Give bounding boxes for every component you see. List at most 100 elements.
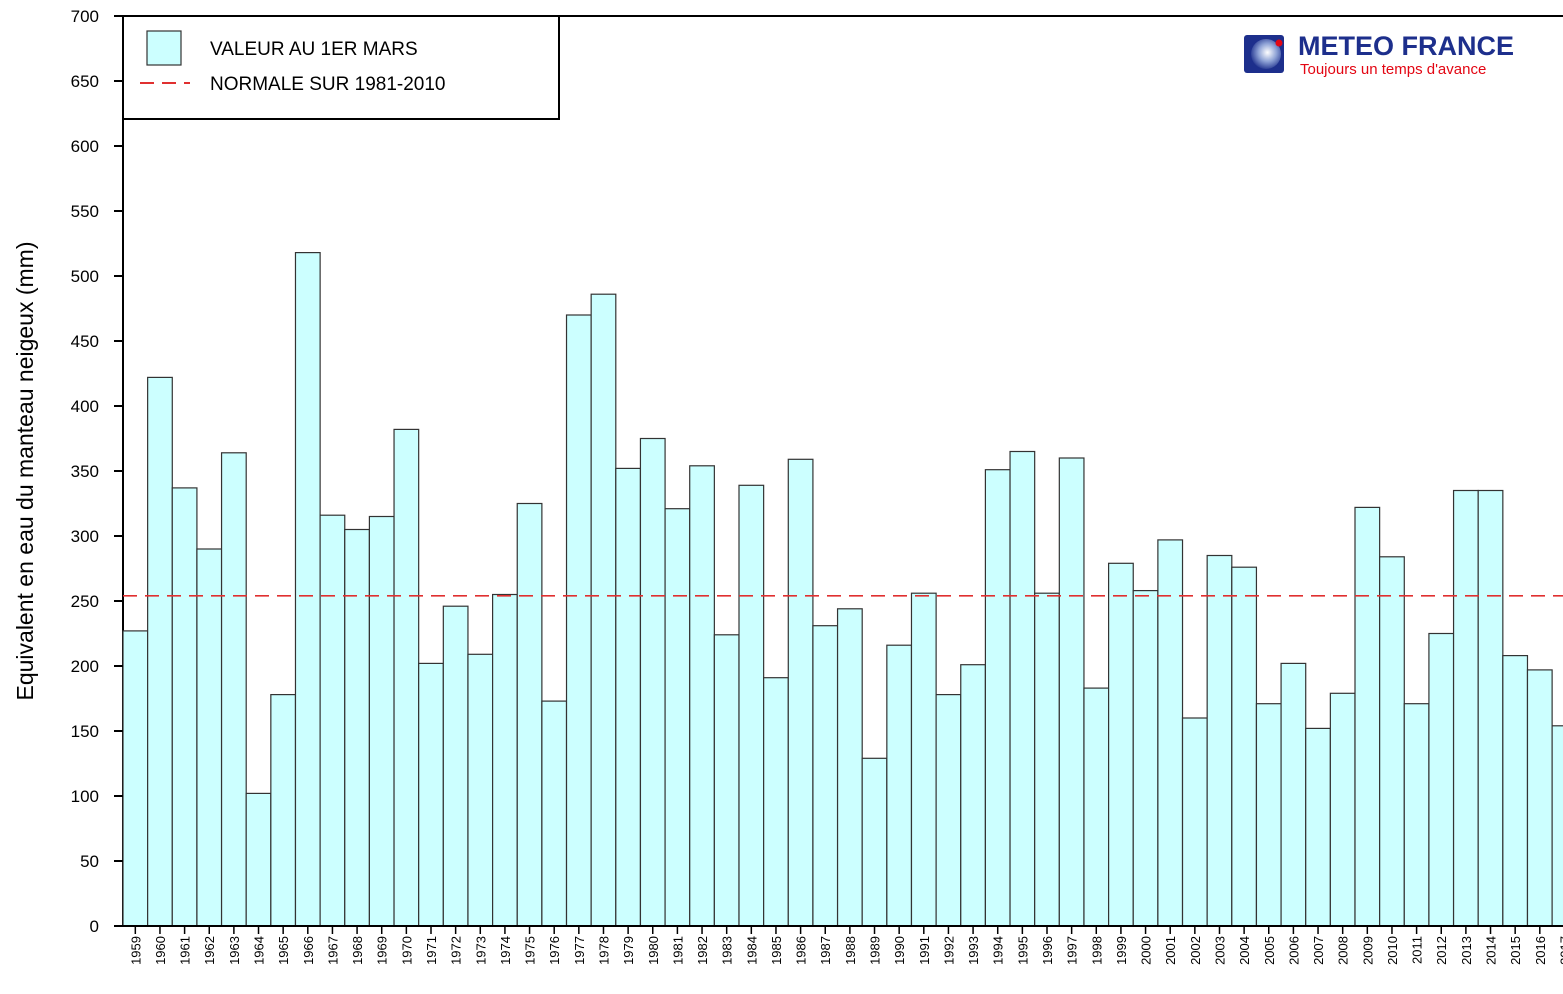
bar-1970 bbox=[393, 428, 420, 927]
bar-1964 bbox=[245, 792, 272, 927]
bar-1968 bbox=[344, 528, 371, 927]
x-tick-label: 2017 bbox=[1557, 936, 1563, 965]
bar-1980 bbox=[639, 437, 666, 927]
bar-1975 bbox=[516, 502, 543, 927]
x-tick-label: 1959 bbox=[128, 936, 143, 965]
x-tick-label: 1984 bbox=[744, 936, 759, 965]
x-tick-label: 1970 bbox=[399, 936, 414, 965]
bar-2012 bbox=[1428, 632, 1455, 927]
x-tick-label: 2001 bbox=[1163, 936, 1178, 965]
x-tick-label: 1989 bbox=[868, 936, 883, 965]
x-tick-label: 1997 bbox=[1065, 936, 1080, 965]
bar-1994 bbox=[984, 469, 1011, 927]
bar-1996 bbox=[1034, 592, 1060, 927]
x-tick-label: 1961 bbox=[178, 936, 193, 965]
x-tick-label: 1967 bbox=[325, 936, 340, 965]
x-tick-label: 2011 bbox=[1410, 936, 1425, 964]
y-tick-label: 100 bbox=[71, 787, 99, 806]
x-tick-label: 1977 bbox=[572, 936, 587, 965]
x-axis-ticks: 1959 1960 1961 1962 1963 1964 1965 1966 1967 1968… bbox=[128, 926, 1563, 965]
bar-1977 bbox=[565, 314, 592, 927]
x-tick-label: 2007 bbox=[1311, 936, 1326, 965]
x-tick-label: 1974 bbox=[498, 936, 513, 965]
bar-1963 bbox=[220, 452, 247, 927]
x-tick-label: 2006 bbox=[1286, 936, 1301, 965]
x-tick-label: 1988 bbox=[843, 936, 858, 965]
legend-bar-swatch bbox=[146, 30, 182, 66]
x-tick-label: 1982 bbox=[695, 936, 710, 965]
bar-2007 bbox=[1305, 727, 1331, 927]
bar-1983 bbox=[713, 634, 740, 927]
bar-1967 bbox=[319, 514, 346, 927]
y-tick-label: 200 bbox=[71, 657, 99, 676]
bar-1984 bbox=[738, 484, 765, 927]
bar-2006 bbox=[1280, 662, 1307, 927]
x-tick-label: 1968 bbox=[350, 936, 365, 965]
y-axis-ticks: 0 50 100 150 200 250 300 350 400 450 500 550 600 650 7… bbox=[71, 7, 123, 936]
y-tick-label: 150 bbox=[71, 722, 99, 741]
bar-1960 bbox=[147, 376, 173, 927]
bar-1992 bbox=[935, 693, 962, 927]
bar-1987 bbox=[812, 625, 839, 927]
x-tick-label: 1972 bbox=[449, 936, 464, 965]
bar-1962 bbox=[196, 548, 223, 927]
x-tick-label: 2013 bbox=[1459, 936, 1474, 965]
bar-2011 bbox=[1403, 703, 1430, 927]
bar-1990 bbox=[886, 644, 913, 927]
x-tick-label: 1963 bbox=[227, 936, 242, 965]
bar-2015 bbox=[1502, 654, 1529, 927]
bar-2002 bbox=[1181, 717, 1208, 927]
bar-2003 bbox=[1206, 554, 1233, 927]
logo-mark-globe-icon bbox=[1251, 39, 1281, 69]
bar-1985 bbox=[763, 677, 789, 927]
x-tick-label: 1995 bbox=[1015, 936, 1030, 965]
x-tick-label: 1980 bbox=[646, 936, 661, 965]
x-tick-label: 1996 bbox=[1040, 936, 1055, 965]
bar-1982 bbox=[689, 465, 715, 927]
x-tick-label: 1966 bbox=[301, 936, 316, 965]
x-tick-label: 2012 bbox=[1434, 936, 1449, 965]
y-tick-label: 450 bbox=[71, 332, 99, 351]
bar-2017 bbox=[1551, 725, 1563, 927]
bar-2001 bbox=[1157, 539, 1184, 927]
bar-2016 bbox=[1526, 669, 1553, 927]
legend: VALEUR AU 1ER MARS NORMALE SUR 1981-2010 bbox=[122, 15, 560, 120]
meteo-france-logo: METEO FRANCE Toujours un temps d'avance bbox=[1244, 31, 1514, 78]
bar-1976 bbox=[541, 700, 568, 927]
bar-2008 bbox=[1329, 692, 1356, 927]
bar-2004 bbox=[1231, 566, 1258, 927]
logo-tagline: Toujours un temps d'avance bbox=[1300, 61, 1486, 78]
bar-2010 bbox=[1379, 556, 1405, 927]
y-tick-label: 650 bbox=[71, 72, 99, 91]
x-tick-label: 1986 bbox=[794, 936, 809, 965]
x-tick-label: 1978 bbox=[596, 936, 611, 965]
y-tick-label: 600 bbox=[71, 137, 99, 156]
y-tick-label: 500 bbox=[71, 267, 99, 286]
y-tick-label: 350 bbox=[71, 462, 99, 481]
x-tick-label: 1979 bbox=[621, 936, 636, 965]
bar-1997 bbox=[1058, 457, 1085, 927]
bar-1981 bbox=[664, 508, 691, 927]
bar-1988 bbox=[836, 608, 863, 927]
x-tick-label: 1998 bbox=[1089, 936, 1104, 965]
y-axis-title: Equivalent en eau du manteau neigeux (mm… bbox=[12, 241, 38, 700]
x-tick-label: 1976 bbox=[547, 936, 562, 965]
bar-1995 bbox=[1009, 450, 1036, 927]
bar-1986 bbox=[787, 458, 814, 927]
bar-1971 bbox=[418, 662, 444, 927]
x-tick-label: 2015 bbox=[1508, 936, 1523, 965]
bar-1972 bbox=[442, 605, 469, 927]
x-tick-label: 2005 bbox=[1262, 936, 1277, 965]
bar-1961 bbox=[171, 487, 198, 927]
x-tick-label: 1971 bbox=[424, 936, 439, 965]
y-tick-label: 550 bbox=[71, 202, 99, 221]
x-tick-label: 1964 bbox=[252, 936, 267, 965]
bar-2014 bbox=[1477, 489, 1504, 927]
bar-1959 bbox=[122, 630, 149, 927]
bar-2009 bbox=[1354, 506, 1381, 927]
x-tick-label: 2004 bbox=[1237, 936, 1252, 965]
x-tick-label: 2016 bbox=[1533, 936, 1548, 965]
x-tick-label: 1990 bbox=[892, 936, 907, 965]
logo-mark-dot-icon bbox=[1275, 39, 1283, 47]
